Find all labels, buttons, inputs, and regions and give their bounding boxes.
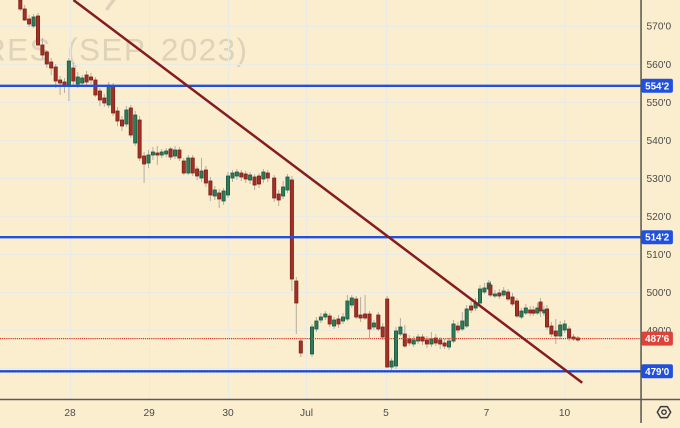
svg-text:29: 29 [144,408,156,419]
svg-text:520'0: 520'0 [647,212,672,223]
svg-text:Jul: Jul [300,408,313,419]
svg-text:30: 30 [222,408,234,419]
svg-text:540'0: 540'0 [647,136,672,147]
svg-text:550'0: 550'0 [647,98,672,109]
svg-text:487'6: 487'6 [645,334,670,345]
svg-text:7: 7 [484,408,490,419]
svg-text:514'2: 514'2 [645,233,670,244]
svg-text:530'0: 530'0 [647,174,672,185]
svg-text:500'0: 500'0 [647,288,672,299]
svg-text:479'0: 479'0 [645,367,670,378]
svg-text:28: 28 [64,408,76,419]
svg-text:5: 5 [383,408,389,419]
svg-text:10: 10 [559,408,571,419]
svg-text:560'0: 560'0 [647,60,672,71]
svg-text:570'0: 570'0 [647,22,672,33]
svg-text:490'0: 490'0 [647,326,672,337]
svg-text:510'0: 510'0 [647,250,672,261]
svg-text:554'2: 554'2 [645,81,670,92]
